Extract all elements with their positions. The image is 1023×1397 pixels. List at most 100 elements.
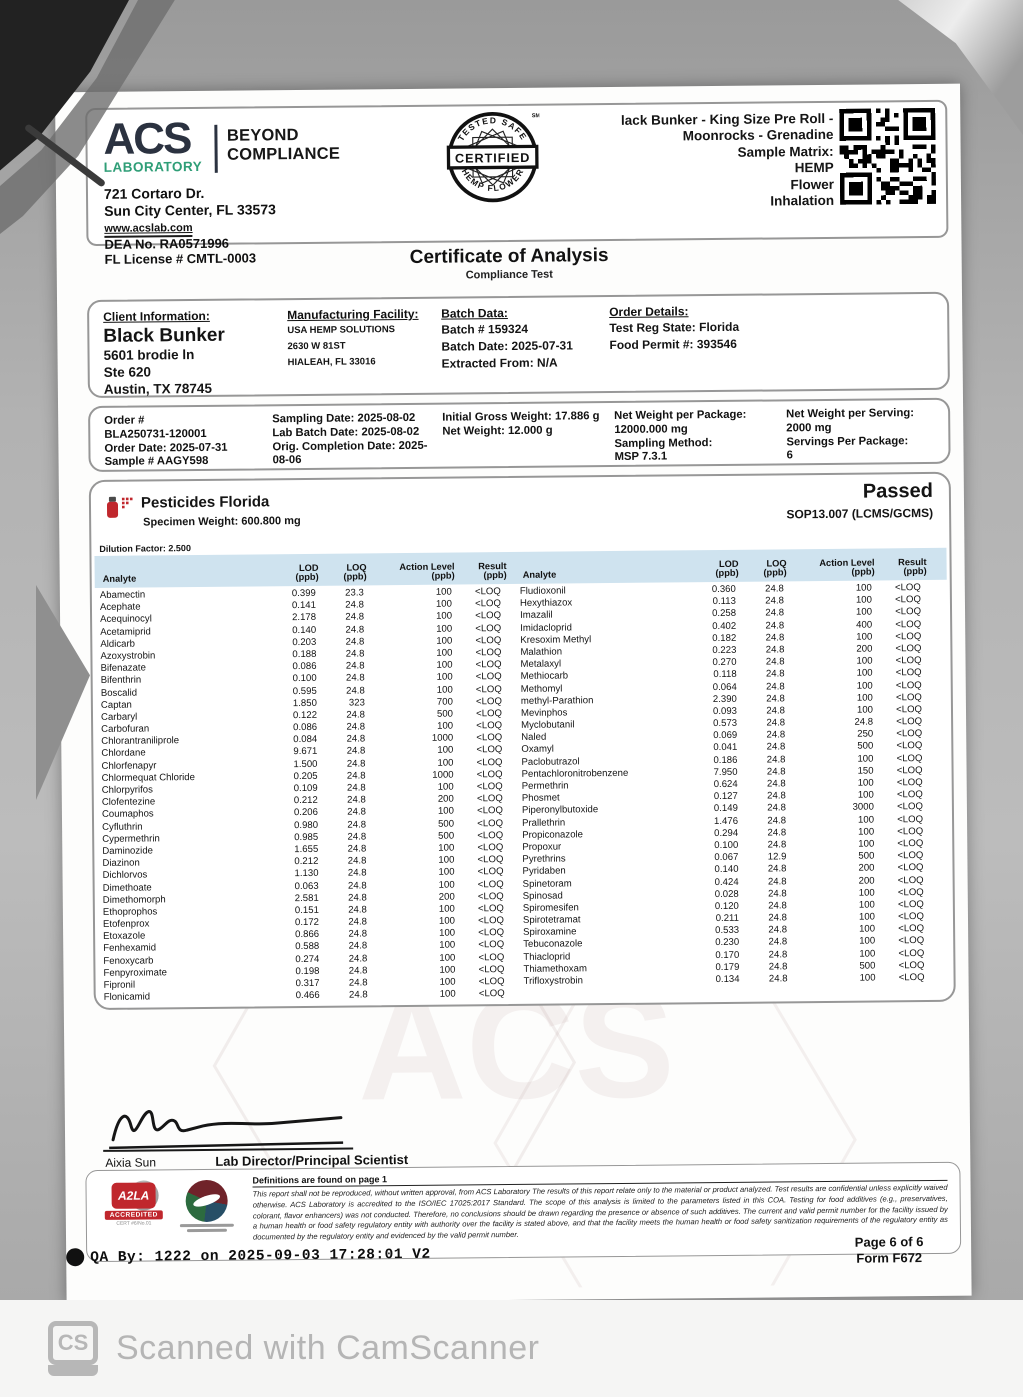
col-result-unit: (ppb) <box>903 566 927 577</box>
scientist-name: Aixia Sun <box>105 1155 157 1170</box>
action-level-value: 100 <box>436 610 453 623</box>
lod-value: 1.476 <box>713 815 739 827</box>
servings-per-package-value: 6 <box>786 449 793 462</box>
pesticide-spray-icon <box>106 496 133 518</box>
sampling-method-label: Sampling Method: <box>614 436 713 450</box>
action-level-value: 100 <box>859 923 876 935</box>
loq-value: 24.8 <box>768 900 787 912</box>
qa-stamp: QA By: 1222 on 2025-09-03 17:28:01 V2 <box>90 1246 431 1267</box>
lod-value: 0.258 <box>711 608 737 620</box>
loq-value: 24.8 <box>767 839 787 851</box>
loq-value: 23.3 <box>345 587 364 599</box>
loq-value: 24.8 <box>348 940 368 953</box>
result-value: <LOQ <box>896 716 923 728</box>
table-header-left: Analyte LOD (ppb) LOQ (ppb) Action Level (p… <box>102 553 507 587</box>
address-line2: Sun City Center, FL 33573 <box>104 200 276 219</box>
action-level-value: 100 <box>435 586 452 598</box>
lod-value: 0.067 <box>714 851 739 864</box>
loq-value: 24.8 <box>767 863 787 875</box>
loq-value: 24.8 <box>765 619 785 632</box>
loq-value: 24.8 <box>767 802 786 814</box>
manufacturing-label: Manufacturing Facility: <box>287 306 419 323</box>
batch-data: Batch Data: Batch # 159324 Batch Date: 2… <box>441 305 573 372</box>
table-header-right: Analyte LOD (ppb) LOQ (ppb) Action Level (p… <box>522 549 927 583</box>
package-block: Net Weight per Package: 12000.000 mg Sam… <box>614 409 747 465</box>
action-level-value: 100 <box>855 582 872 594</box>
dilution-factor: Dilution Factor: 2.500 <box>99 543 191 554</box>
action-level-value: 200 <box>856 643 873 655</box>
action-level-value: 100 <box>859 972 876 984</box>
action-level-value: 500 <box>438 830 455 842</box>
action-level-value: 100 <box>437 744 454 757</box>
a2la-accredited-logo: A2LA ACCREDITED CERT #6/No.01 <box>102 1180 164 1227</box>
seal-certified-text: CERTIFIED <box>455 151 531 166</box>
camscanner-footer: CS Scanned with CamScanner <box>0 1300 1023 1397</box>
result-value: <LOQ <box>478 927 505 939</box>
logo-fragment <box>66 1248 85 1267</box>
seal-sm-mark: SM <box>532 113 540 119</box>
col-lod-unit: (ppb) <box>715 568 739 579</box>
loq-value: 24.8 <box>767 814 787 827</box>
manufacturing-address1: 2630 W 81ST <box>287 340 346 352</box>
result-value: <LOQ <box>897 837 924 850</box>
result-value: <LOQ <box>477 854 504 866</box>
result-value: <LOQ <box>895 655 922 667</box>
loq-value: 24.8 <box>345 672 365 684</box>
loq-value: 24.8 <box>766 741 786 753</box>
sampling-date: Sampling Date: 2025-08-02 <box>272 411 416 426</box>
serving-block: Net Weight per Serving: 2000 mg Servings… <box>786 407 914 463</box>
loq-value: 24.8 <box>767 790 786 802</box>
loq-value: 24.8 <box>345 611 365 623</box>
loq-value: 24.8 <box>765 595 784 607</box>
pesticide-table-right: Fludioxonil 0.360 24.8 100 <LOQ Hexythiazox 0.… <box>520 582 928 988</box>
result-value: <LOQ <box>895 642 922 655</box>
action-level-value: 100 <box>439 952 456 964</box>
loq-value: 24.8 <box>348 977 368 989</box>
lod-value: 0.270 <box>712 656 737 669</box>
loq-value: 24.8 <box>767 875 787 888</box>
action-level-value: 24.8 <box>854 716 874 728</box>
order-block: Order # BLA250731-120001 Order Date: 202… <box>104 414 228 470</box>
loq-value: 24.8 <box>347 879 367 892</box>
lod-value: 0.212 <box>294 855 319 868</box>
document-title: Certificate of Analysis Compliance Test <box>57 242 962 286</box>
loq-value: 24.8 <box>345 636 365 648</box>
table-row: Trifloxystrobin 0.134 24.8 100 <LOQ <box>524 972 928 988</box>
loq-value: 24.8 <box>346 733 366 745</box>
lod-value: 0.223 <box>712 644 737 656</box>
servings-per-package-label: Servings Per Package: <box>786 434 909 448</box>
action-level-value: 250 <box>857 728 874 740</box>
result-value: <LOQ <box>896 764 923 777</box>
action-level-value: 700 <box>436 696 453 708</box>
action-level-value: 200 <box>438 891 455 903</box>
header-section: ACS LABORATORY BEYOND COMPLIANCE 721 Cor… <box>85 99 949 267</box>
result-value: <LOQ <box>477 817 504 829</box>
loq-value: 24.8 <box>345 660 365 672</box>
loq-value: 24.8 <box>345 648 365 660</box>
qr-code <box>839 107 937 205</box>
iso-logo-caption2 <box>186 1228 227 1233</box>
result-value: <LOQ <box>478 988 505 1000</box>
lod-value: 0.028 <box>714 888 739 900</box>
manufacturing-name: USA HEMP SOLUTIONS <box>287 324 396 337</box>
loq-value: 24.8 <box>768 961 788 973</box>
action-level-value: 100 <box>438 866 455 879</box>
lod-value: 1.130 <box>294 868 319 880</box>
action-level-value: 200 <box>437 793 454 805</box>
order-details-label: Order Details: <box>609 304 689 320</box>
loq-value: 24.8 <box>348 928 368 940</box>
client-address1: 5601 brodie ln <box>103 347 195 363</box>
result-value: <LOQ <box>897 874 924 886</box>
iso-registered-logo <box>178 1179 234 1233</box>
manufacturing-address2: HIALEAH, FL 33016 <box>287 355 376 368</box>
disclaimer-block: Definitions are found on page 1 This rep… <box>252 1168 948 1244</box>
col-action-unit: (ppb) <box>851 566 875 577</box>
test-reg-state: Test Reg State: Florida <box>609 319 740 336</box>
lod-value: 1.500 <box>293 758 318 770</box>
result-value: <LOQ <box>477 805 503 817</box>
tagline-line1: BEYOND <box>226 126 299 145</box>
action-level-value: 100 <box>437 720 454 732</box>
lod-value: 0.140 <box>292 624 317 636</box>
lod-value: 0.141 <box>291 600 317 612</box>
action-level-value: 500 <box>857 740 874 753</box>
